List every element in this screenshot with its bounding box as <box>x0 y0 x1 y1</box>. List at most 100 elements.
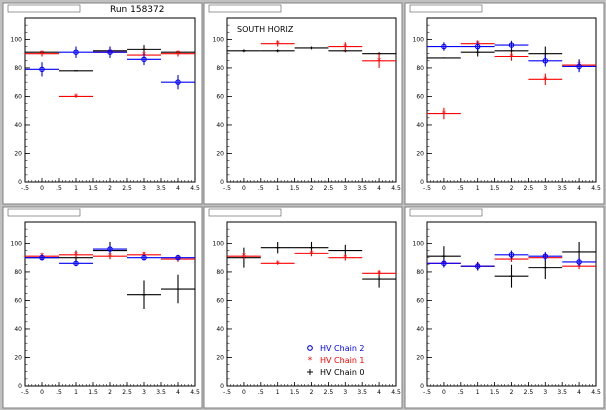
x-tick-label: .5 <box>458 389 464 396</box>
legend-entry-1: HV Chain 2 <box>307 344 365 353</box>
x-tick-label: 1 <box>276 185 280 192</box>
series-hv-chain-1: * * * * * <box>227 249 396 278</box>
x-tick-label: 4.5 <box>591 389 601 396</box>
x-tick-label: -.5 <box>423 185 431 192</box>
data-point: * <box>74 92 78 101</box>
pad-frame <box>203 2 403 205</box>
run-label: Run 158372 <box>110 5 164 15</box>
data-point <box>141 56 147 63</box>
x-tick-label: .5 <box>56 185 62 192</box>
x-tick-label: 3.5 <box>357 185 367 192</box>
x-tick-label: 0 <box>242 185 246 192</box>
y-tick-label: 60 <box>216 297 224 304</box>
y-tick-label: 80 <box>14 65 22 72</box>
y-tick-label: 40 <box>416 326 424 333</box>
chart-panel-2: -.5 0.5 1 1.5 2 2.5 3 3.5 4 4.5020406080100SOUTH … <box>203 2 403 205</box>
x-tick-label: 3.5 <box>557 389 567 396</box>
x-tick-label: 2 <box>108 389 112 396</box>
x-tick-label: -.5 <box>423 389 431 396</box>
x-tick-label: 0 <box>40 185 44 192</box>
data-point: * <box>276 39 280 48</box>
series-hv-chain-1: * * * <box>260 39 396 68</box>
series-hv-chain-2 <box>427 250 596 271</box>
y-tick-label: 60 <box>14 297 22 304</box>
legend: HV Chain 2 * HV Chain 1 HV Chain 0 <box>307 344 365 377</box>
data-point: * <box>343 42 347 51</box>
y-tick-label: 100 <box>413 36 425 43</box>
x-tick-label: 0 <box>442 389 446 396</box>
y-tick-label: 40 <box>14 122 22 129</box>
y-tick-label: 60 <box>14 93 22 100</box>
x-tick-label: 3 <box>543 185 547 192</box>
x-tick-label: 2.5 <box>122 185 132 192</box>
y-tick-label: 0 <box>420 383 424 390</box>
y-tick-label: 0 <box>18 179 22 186</box>
y-tick-label: 20 <box>216 354 224 361</box>
y-tick-label: 40 <box>216 326 224 333</box>
y-tick-label: 40 <box>416 122 424 129</box>
x-tick-label: 1.5 <box>490 389 500 396</box>
y-tick-label: 100 <box>11 240 23 247</box>
x-tick-label: 2.5 <box>324 185 334 192</box>
x-tick-label: 1.5 <box>290 185 300 192</box>
data-point: * <box>74 250 78 259</box>
y-tick-label: 20 <box>14 150 22 157</box>
x-tick-label: 0 <box>242 389 246 396</box>
data-point <box>141 254 147 261</box>
data-point <box>73 260 79 267</box>
x-tick-label: 4 <box>577 185 581 192</box>
legend-marker-star: * <box>308 356 313 366</box>
pad-title-box <box>7 208 81 217</box>
y-tick-label: 0 <box>420 179 424 186</box>
x-tick-label: 4 <box>577 389 581 396</box>
data-point: * <box>176 49 180 58</box>
x-tick-label: 4 <box>176 185 180 192</box>
x-tick-label: 3 <box>142 389 146 396</box>
y-tick-label: 80 <box>14 269 22 276</box>
y-tick-label: 20 <box>416 354 424 361</box>
data-point: * <box>377 56 381 65</box>
y-tick-label: 40 <box>14 326 22 333</box>
legend-marker-cross <box>307 369 313 375</box>
x-tick-label: 2 <box>310 389 314 396</box>
data-point <box>175 79 181 85</box>
pad-frame <box>404 206 605 409</box>
x-tick-label: 2.5 <box>524 389 534 396</box>
x-tick-label: 1 <box>74 389 78 396</box>
data-point <box>576 259 582 265</box>
x-tick-label: 2.5 <box>122 389 132 396</box>
legend-label: HV Chain 1 <box>320 356 365 365</box>
y-tick-label: 20 <box>216 150 224 157</box>
y-tick-label: 80 <box>416 269 424 276</box>
y-tick-label: 100 <box>11 36 23 43</box>
data-point <box>175 254 181 261</box>
x-tick-label: .5 <box>458 185 464 192</box>
x-tick-label: 1.5 <box>290 389 300 396</box>
x-tick-label: 1 <box>276 389 280 396</box>
legend-entry-3: HV Chain 0 <box>307 368 365 377</box>
x-tick-label: 4.5 <box>391 389 401 396</box>
x-tick-label: -.5 <box>223 389 231 396</box>
x-tick-label: 3.5 <box>156 185 166 192</box>
x-tick-label: .5 <box>56 389 62 396</box>
x-tick-label: 4.5 <box>190 389 200 396</box>
x-tick-label: -.5 <box>21 389 29 396</box>
pad-frame <box>404 2 605 205</box>
x-tick-label: 4.5 <box>190 185 200 192</box>
y-tick-label: 100 <box>213 36 225 43</box>
y-tick-label: 40 <box>216 122 224 129</box>
x-tick-label: 1.5 <box>88 185 98 192</box>
pad-title-box <box>409 208 483 217</box>
x-tick-label: 1 <box>476 185 480 192</box>
x-tick-label: 2 <box>510 185 514 192</box>
y-tick-label: 60 <box>416 297 424 304</box>
x-tick-label: 2 <box>510 389 514 396</box>
y-tick-label: 0 <box>220 179 224 186</box>
data-point <box>39 254 45 261</box>
x-tick-label: 4 <box>176 389 180 396</box>
x-tick-label: -.5 <box>21 185 29 192</box>
data-point <box>39 66 45 73</box>
